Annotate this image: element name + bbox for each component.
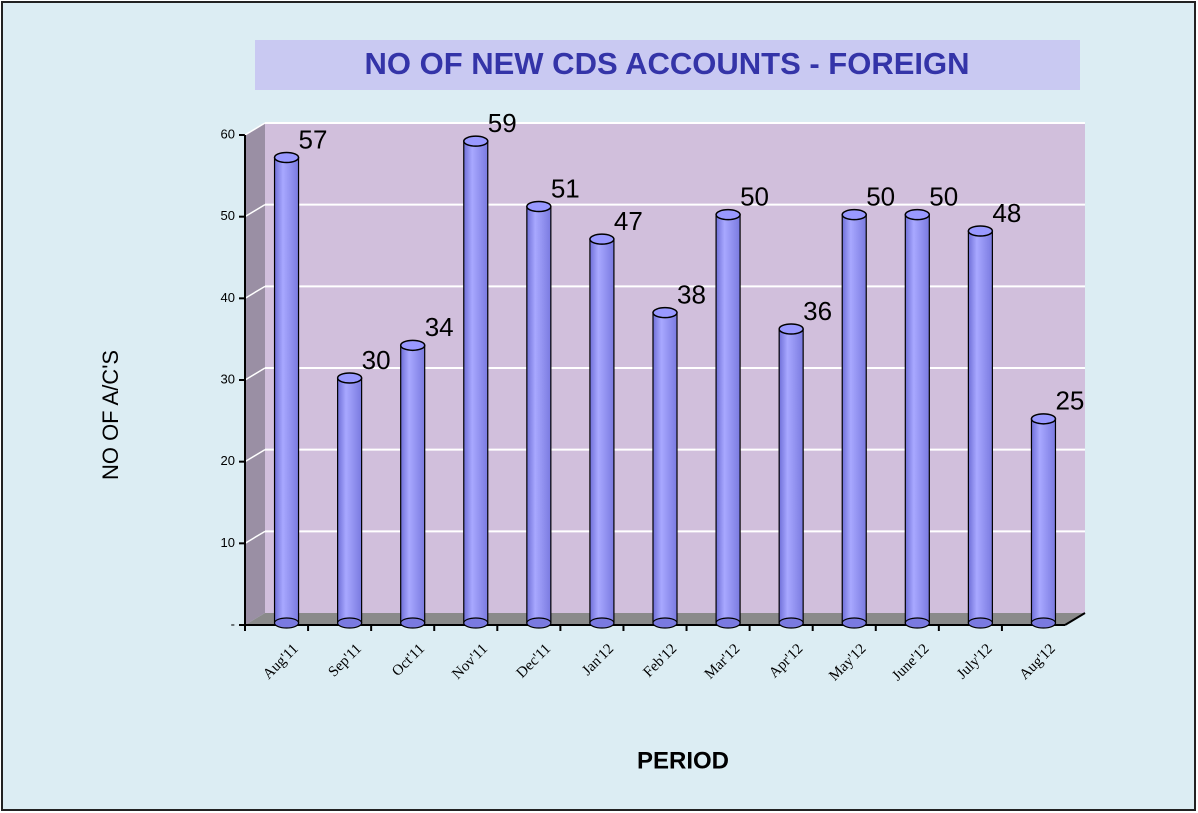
bar [400,344,426,624]
bar-bottom [273,617,300,629]
bar-bottom [1030,617,1057,629]
bar [589,238,615,624]
data-label: 48 [992,198,1021,228]
bar [967,230,993,624]
x-axis-edge [1064,612,1086,626]
grid-line-side [244,122,266,136]
bar-top [715,208,741,221]
title-box [255,40,1080,90]
bar-bottom [841,617,867,629]
y-tick-label: 20 [221,453,235,468]
y-tick-label: 60 [221,126,235,141]
bar [526,205,552,624]
bar [904,214,930,624]
bar-bottom [589,617,615,629]
grid-line-side [244,530,266,544]
bar-top [273,151,300,164]
bar-bottom [778,617,804,629]
bar [841,214,867,624]
y-tick-label: 40 [221,290,235,305]
data-label: 25 [1055,386,1084,416]
bar-bottom [652,617,678,629]
bar-top [904,208,931,221]
bar-top [841,208,867,221]
bar-bottom [463,617,489,629]
bar-top [589,233,615,245]
data-label: 34 [425,312,454,342]
bar-top [463,135,489,147]
bar-top [1030,413,1057,425]
grid-line-side [244,204,266,218]
data-label: 50 [929,182,958,212]
data-label: 30 [362,345,391,375]
data-label: 36 [803,296,832,326]
chart-title: NO OF NEW CDS ACCOUNTS - FOREIGN [364,46,969,81]
bar [1030,418,1057,624]
y-tick-label: 50 [221,208,235,223]
bar-top [336,372,363,384]
bar-top [399,339,426,352]
data-label: 59 [488,108,517,138]
grid-line-side [244,367,266,381]
data-label: 57 [299,124,328,154]
bar [337,377,363,624]
bar-bottom [400,617,426,629]
data-label: 51 [551,173,580,203]
bar [463,140,489,624]
bar-top [652,306,678,319]
y-tick-label: 30 [221,371,235,386]
y-tick-label: - [231,616,235,631]
data-label: 50 [866,182,895,212]
bar-bottom [715,617,741,629]
y-axis-title: NO OF A/C'S [98,350,123,480]
bar-bottom [526,617,552,629]
bar-bottom [904,617,930,629]
bar [715,214,741,624]
bar-top [778,323,804,335]
bar-top [526,200,552,213]
grid-line-side [244,449,266,463]
bar-bottom [967,617,993,629]
y-tick-label: 10 [221,535,235,550]
x-axis-title: PERIOD [637,747,729,774]
data-label: 50 [740,182,769,212]
data-label: 38 [677,280,706,310]
bar [778,328,804,624]
bar-bottom [337,617,363,629]
bar-top [967,225,994,237]
bar [652,312,678,624]
data-label: 47 [614,206,643,236]
grid-line-side [244,285,266,299]
bar [273,156,300,624]
